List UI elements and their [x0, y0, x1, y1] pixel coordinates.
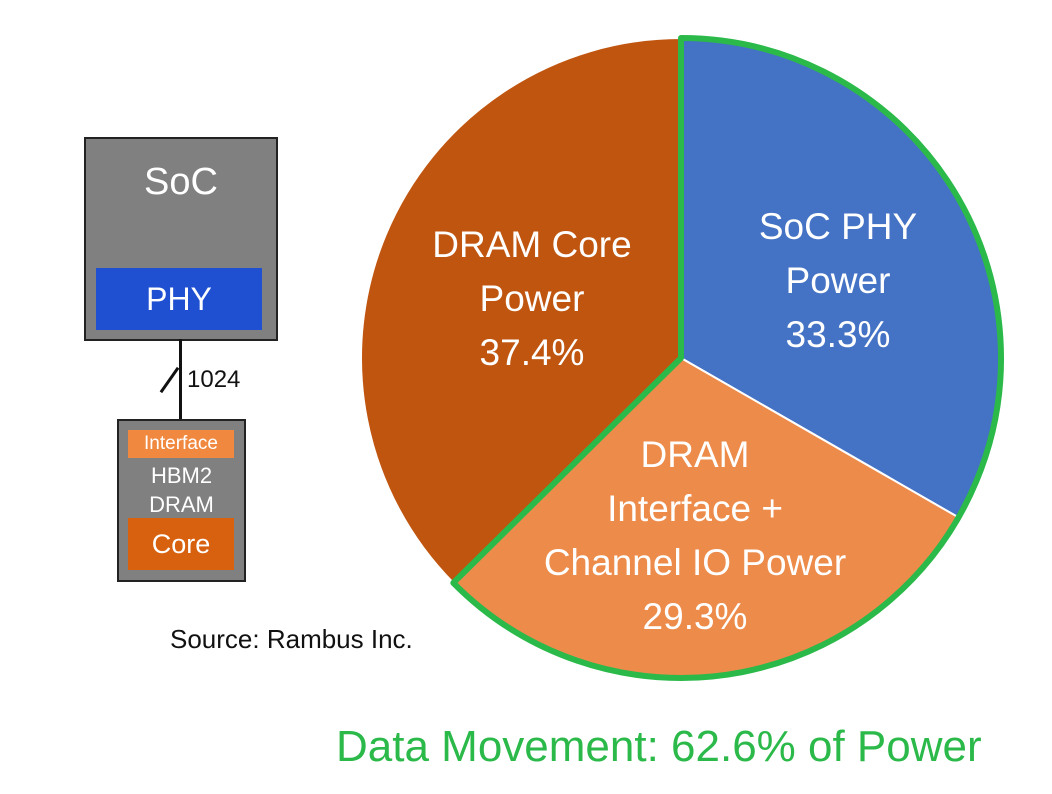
hbm2-label: HBM2	[150, 463, 213, 488]
soc-block: SoC PHY	[84, 137, 278, 341]
pie-slice-2	[360, 36, 682, 585]
soc-label: SoC	[144, 161, 218, 203]
slice-label-line: Channel IO Power	[543, 542, 847, 583]
slice-label-line: Power	[479, 278, 585, 319]
phy-block: PHY	[96, 268, 262, 330]
core-block: Core	[128, 518, 234, 570]
slice-label-line: Power	[785, 260, 891, 301]
source-note: Source: Rambus Inc.	[170, 624, 413, 654]
slice-label-soc-phy: SoC PHY Power 33.3%	[759, 200, 917, 362]
interface-block: Interface	[128, 430, 234, 458]
slice-label-line: DRAM	[640, 434, 750, 475]
slice-value-label: 37.4%	[479, 332, 585, 373]
bus-line	[179, 339, 182, 420]
slice-label-line: Interface +	[607, 488, 783, 529]
slice-label-line: SoC PHY	[758, 206, 918, 247]
slice-label-line: DRAM Core	[432, 224, 632, 265]
slice-value-label: 33.3%	[785, 314, 891, 355]
hbm2-dram-block: Interface HBM2 DRAM Core	[117, 419, 246, 582]
hbm2-dram-label: HBM2 DRAM	[119, 461, 244, 519]
slice-label-dram-core: DRAM Core Power 37.4%	[432, 218, 631, 380]
bus-width-label: 1024	[187, 366, 241, 393]
slice-value-label: 29.3%	[642, 596, 748, 637]
slice-label-dram-interface: DRAM Interface + Channel IO Power 29.3%	[544, 428, 846, 644]
data-movement-summary: Data Movement: 62.6% of Power	[336, 722, 982, 771]
data-movement-outline	[450, 35, 1004, 681]
dram-label: DRAM	[149, 492, 214, 517]
